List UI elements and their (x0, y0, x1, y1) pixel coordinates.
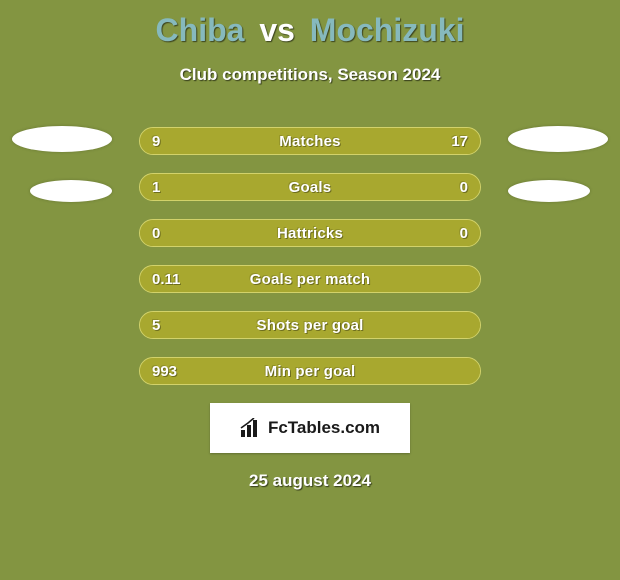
logo-right-top (508, 126, 608, 152)
brand-box: FcTables.com (210, 403, 410, 453)
stat-row: 917Matches (139, 127, 481, 155)
stat-label: Matches (140, 128, 480, 154)
comparison-card: Chiba vs Mochizuki Club competitions, Se… (0, 0, 620, 580)
vs-label: vs (259, 12, 295, 48)
stat-row: 993Min per goal (139, 357, 481, 385)
stat-label: Goals (140, 174, 480, 200)
logo-right-bottom (508, 180, 590, 202)
card-date: 25 august 2024 (0, 471, 620, 491)
player2-name: Mochizuki (310, 12, 465, 48)
logo-left-top (12, 126, 112, 152)
stat-row: 00Hattricks (139, 219, 481, 247)
card-title: Chiba vs Mochizuki (0, 12, 620, 49)
stat-row: 10Goals (139, 173, 481, 201)
stat-label: Min per goal (140, 358, 480, 384)
stat-bars: 917Matches 10Goals 00Hattricks 0.11Goals pe… (139, 127, 481, 385)
stat-row: 5Shots per goal (139, 311, 481, 339)
stat-label: Hattricks (140, 220, 480, 246)
player1-name: Chiba (156, 12, 245, 48)
card-subtitle: Club competitions, Season 2024 (0, 65, 620, 85)
brand-text: FcTables.com (268, 418, 380, 438)
stat-row: 0.11Goals per match (139, 265, 481, 293)
stat-label: Shots per goal (140, 312, 480, 338)
logo-left-bottom (30, 180, 112, 202)
bar-chart-icon (240, 418, 262, 438)
stat-label: Goals per match (140, 266, 480, 292)
